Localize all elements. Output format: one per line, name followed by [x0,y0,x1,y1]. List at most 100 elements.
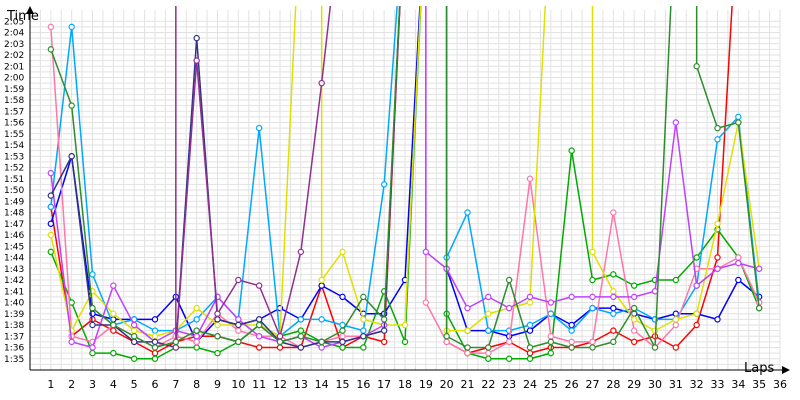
data-point [547,333,555,340]
data-point [297,327,305,334]
data-point [568,344,575,351]
y-tick-label: 1:47 [4,220,24,230]
y-tick-label: 2:00 [4,74,24,84]
x-tick-label: 23 [502,378,516,391]
y-tick-label: 1:53 [4,152,24,162]
y-tick-label: 1:38 [4,321,24,331]
data-point [47,169,55,177]
data-point [526,299,534,306]
data-point [380,327,388,334]
x-tick-label: 35 [752,378,766,391]
data-point [151,338,159,346]
data-point [651,344,659,351]
data-point [130,333,138,340]
data-point [568,147,575,154]
x-tick-label: 13 [294,378,308,391]
data-point [630,316,638,323]
data-point [255,282,263,289]
x-tick-label: 16 [356,378,370,391]
y-tick-label: 1:40 [4,299,24,309]
data-point [610,293,617,301]
y-tick-label: 1:50 [4,186,24,196]
data-point [547,338,555,346]
data-point [110,349,117,357]
x-tick-label: 5 [131,378,138,391]
data-point [276,344,284,351]
data-point [339,293,346,301]
data-point [110,321,117,329]
x-tick-label: 4 [110,378,117,391]
data-point [193,316,200,323]
data-point [151,333,159,340]
data-point [505,304,513,312]
data-point [485,349,492,357]
x-tick-label: 14 [315,378,329,391]
y-tick-label: 1:54 [4,141,24,151]
data-point [214,316,221,323]
x-tick-label: 29 [627,378,641,391]
data-point [485,310,492,317]
data-point [193,344,200,351]
data-point [735,276,742,284]
data-point [47,23,55,31]
series-line [425,6,760,354]
data-point [193,333,200,340]
y-tick-label: 2:04 [4,29,24,39]
data-point [151,355,159,362]
data-point [526,175,534,182]
data-point [401,321,409,329]
data-point [89,271,96,278]
y-tick-label: 1:59 [4,85,24,95]
data-point [380,181,388,188]
y-tick-label: 1:42 [4,276,24,286]
data-point [255,321,263,329]
data-point [422,248,430,256]
data-point [339,333,346,340]
data-point [505,355,513,362]
data-point [610,310,617,317]
data-point [130,327,138,334]
data-point [464,344,471,351]
y-tick-label: 1:52 [4,164,24,174]
x-tick-label: 12 [273,378,287,391]
data-point [255,124,263,132]
data-point [360,333,367,340]
data-point [235,276,242,284]
y-axis-arrow [26,6,34,14]
data-point [255,333,263,340]
data-point [464,209,471,216]
data-point [193,327,200,334]
x-tick-label: 18 [398,378,412,391]
data-point [693,282,700,289]
y-tick-label: 1:46 [4,231,24,241]
x-tick-label: 15 [336,378,350,391]
x-tick-label: 1 [47,378,54,391]
data-point [172,344,180,351]
y-tick-label: 2:01 [4,62,24,72]
y-tick-label: 1:37 [4,332,24,342]
data-point [214,349,221,357]
data-point [339,344,346,351]
y-tick-label: 1:36 [4,344,24,354]
data-point [693,310,700,317]
data-point [297,344,305,351]
y-tick-label: 1:48 [4,209,24,219]
data-point [526,349,534,357]
x-tick-label: 2 [68,378,75,391]
data-point [610,209,617,216]
data-point [526,344,534,351]
data-point [443,338,450,346]
data-point [214,321,221,329]
x-tick-label: 30 [648,378,662,391]
series-line [425,6,760,309]
y-tick-labels: 1:351:36 1:371:381:391:40 1:411:421:431:44… [4,17,24,365]
y-tick-label: 1:56 [4,119,24,129]
x-tick-labels: 1 2 3 4 5 6 7 8 9 10 11 12 13 14 15 16 17 18 19 20 21 22 23 24 2… [47,378,787,391]
data-point [672,119,680,126]
series-line [175,6,332,349]
data-point [735,254,742,261]
data-point [755,265,763,272]
data-point [297,248,305,256]
data-point [276,338,284,346]
data-point [47,46,55,53]
